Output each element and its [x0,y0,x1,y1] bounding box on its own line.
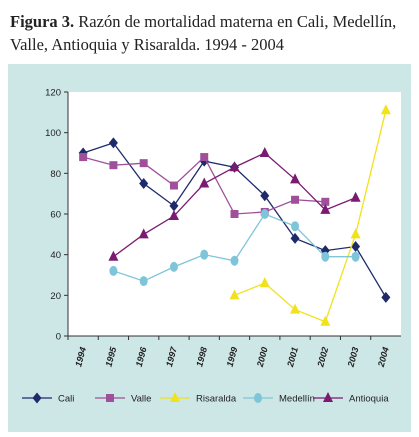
data-point-cali [139,178,149,189]
data-point-risaralda [290,303,301,314]
legend-marker [323,392,333,402]
data-point-medellin [109,265,118,276]
legend-marker [254,393,262,403]
data-point-antioquia [350,191,361,202]
legend-marker [170,392,180,402]
data-point-antioquia [290,173,301,184]
data-point-antioquia [108,250,119,261]
data-point-valle [139,159,148,168]
data-point-risaralda [229,289,240,300]
x-tick-label: 2003 [345,346,360,369]
data-point-antioquia [229,161,240,172]
data-point-cali [260,190,270,202]
legend-marker [106,394,114,402]
y-tick-label: 120 [45,88,61,99]
data-point-valle [200,153,209,162]
data-point-cali [108,137,118,149]
x-tick-label: 1994 [73,346,88,368]
data-point-valle [79,153,88,162]
x-tick-label: 1996 [134,345,149,368]
figure-title: Razón de mortalidad materna en Cali, Med… [10,12,397,54]
data-point-medellin [169,261,178,272]
data-point-risaralda [320,315,331,326]
line-chart: 0 20 40 60 80 100 120 1994 1995 1996 1997 1998 1999 2… [22,88,401,405]
data-point-valle [291,195,300,204]
y-tick-label: 20 [50,291,61,302]
data-point-risaralda [350,228,361,239]
data-point-valle [109,161,118,170]
data-point-valle [321,197,330,206]
y-tick-label: 60 [50,210,61,221]
data-point-medellin [351,251,360,262]
legend-marker [32,392,42,404]
x-tick-label: 1999 [225,346,240,368]
legend-label: Risaralda [196,394,237,405]
data-point-cali [381,291,391,303]
y-tick-label: 80 [50,169,61,180]
data-point-cali [351,241,361,253]
data-point-medellin [260,209,269,219]
data-point-medellin [321,251,330,262]
legend-label: Cali [58,394,74,405]
figure-caption: Figura 3. Razón de mortalidad materna en… [10,10,412,56]
data-point-antioquia [138,228,149,239]
x-tick-label: 1998 [194,346,209,368]
x-tick-label: 1997 [164,345,179,368]
x-tick-label: 2004 [376,346,391,369]
data-point-medellin [230,255,239,266]
data-point-valle [230,210,239,218]
chart-panel: 0 20 40 60 80 100 120 1994 1995 1996 1997 1998 1999 2… [8,64,411,432]
legend-label: Antioquia [349,394,389,405]
x-tick-label: 2000 [255,346,270,369]
figure-label: Figura 3. [10,12,75,31]
legend-label: Valle [131,394,151,405]
y-tick-label: 100 [45,128,61,139]
data-point-antioquia [320,203,331,214]
data-point-antioquia [259,147,270,157]
data-point-risaralda [259,277,270,288]
data-point-cali [169,200,179,212]
y-tick-label: 0 [56,332,61,343]
data-point-antioquia [168,210,179,221]
x-tick-label: 1995 [103,345,118,368]
series-line-risaralda [234,110,387,323]
legend-label: Medellín [279,394,315,405]
data-point-antioquia [199,177,210,188]
data-point-medellin [291,221,300,232]
data-point-risaralda [380,104,391,115]
y-tick-label: 40 [50,250,61,261]
x-tick-label: 2001 [285,346,300,369]
data-point-medellin [200,249,209,260]
data-point-medellin [139,276,148,287]
data-point-valle [169,181,178,190]
x-tick-label: 2002 [315,346,330,369]
data-point-cali [290,232,300,244]
